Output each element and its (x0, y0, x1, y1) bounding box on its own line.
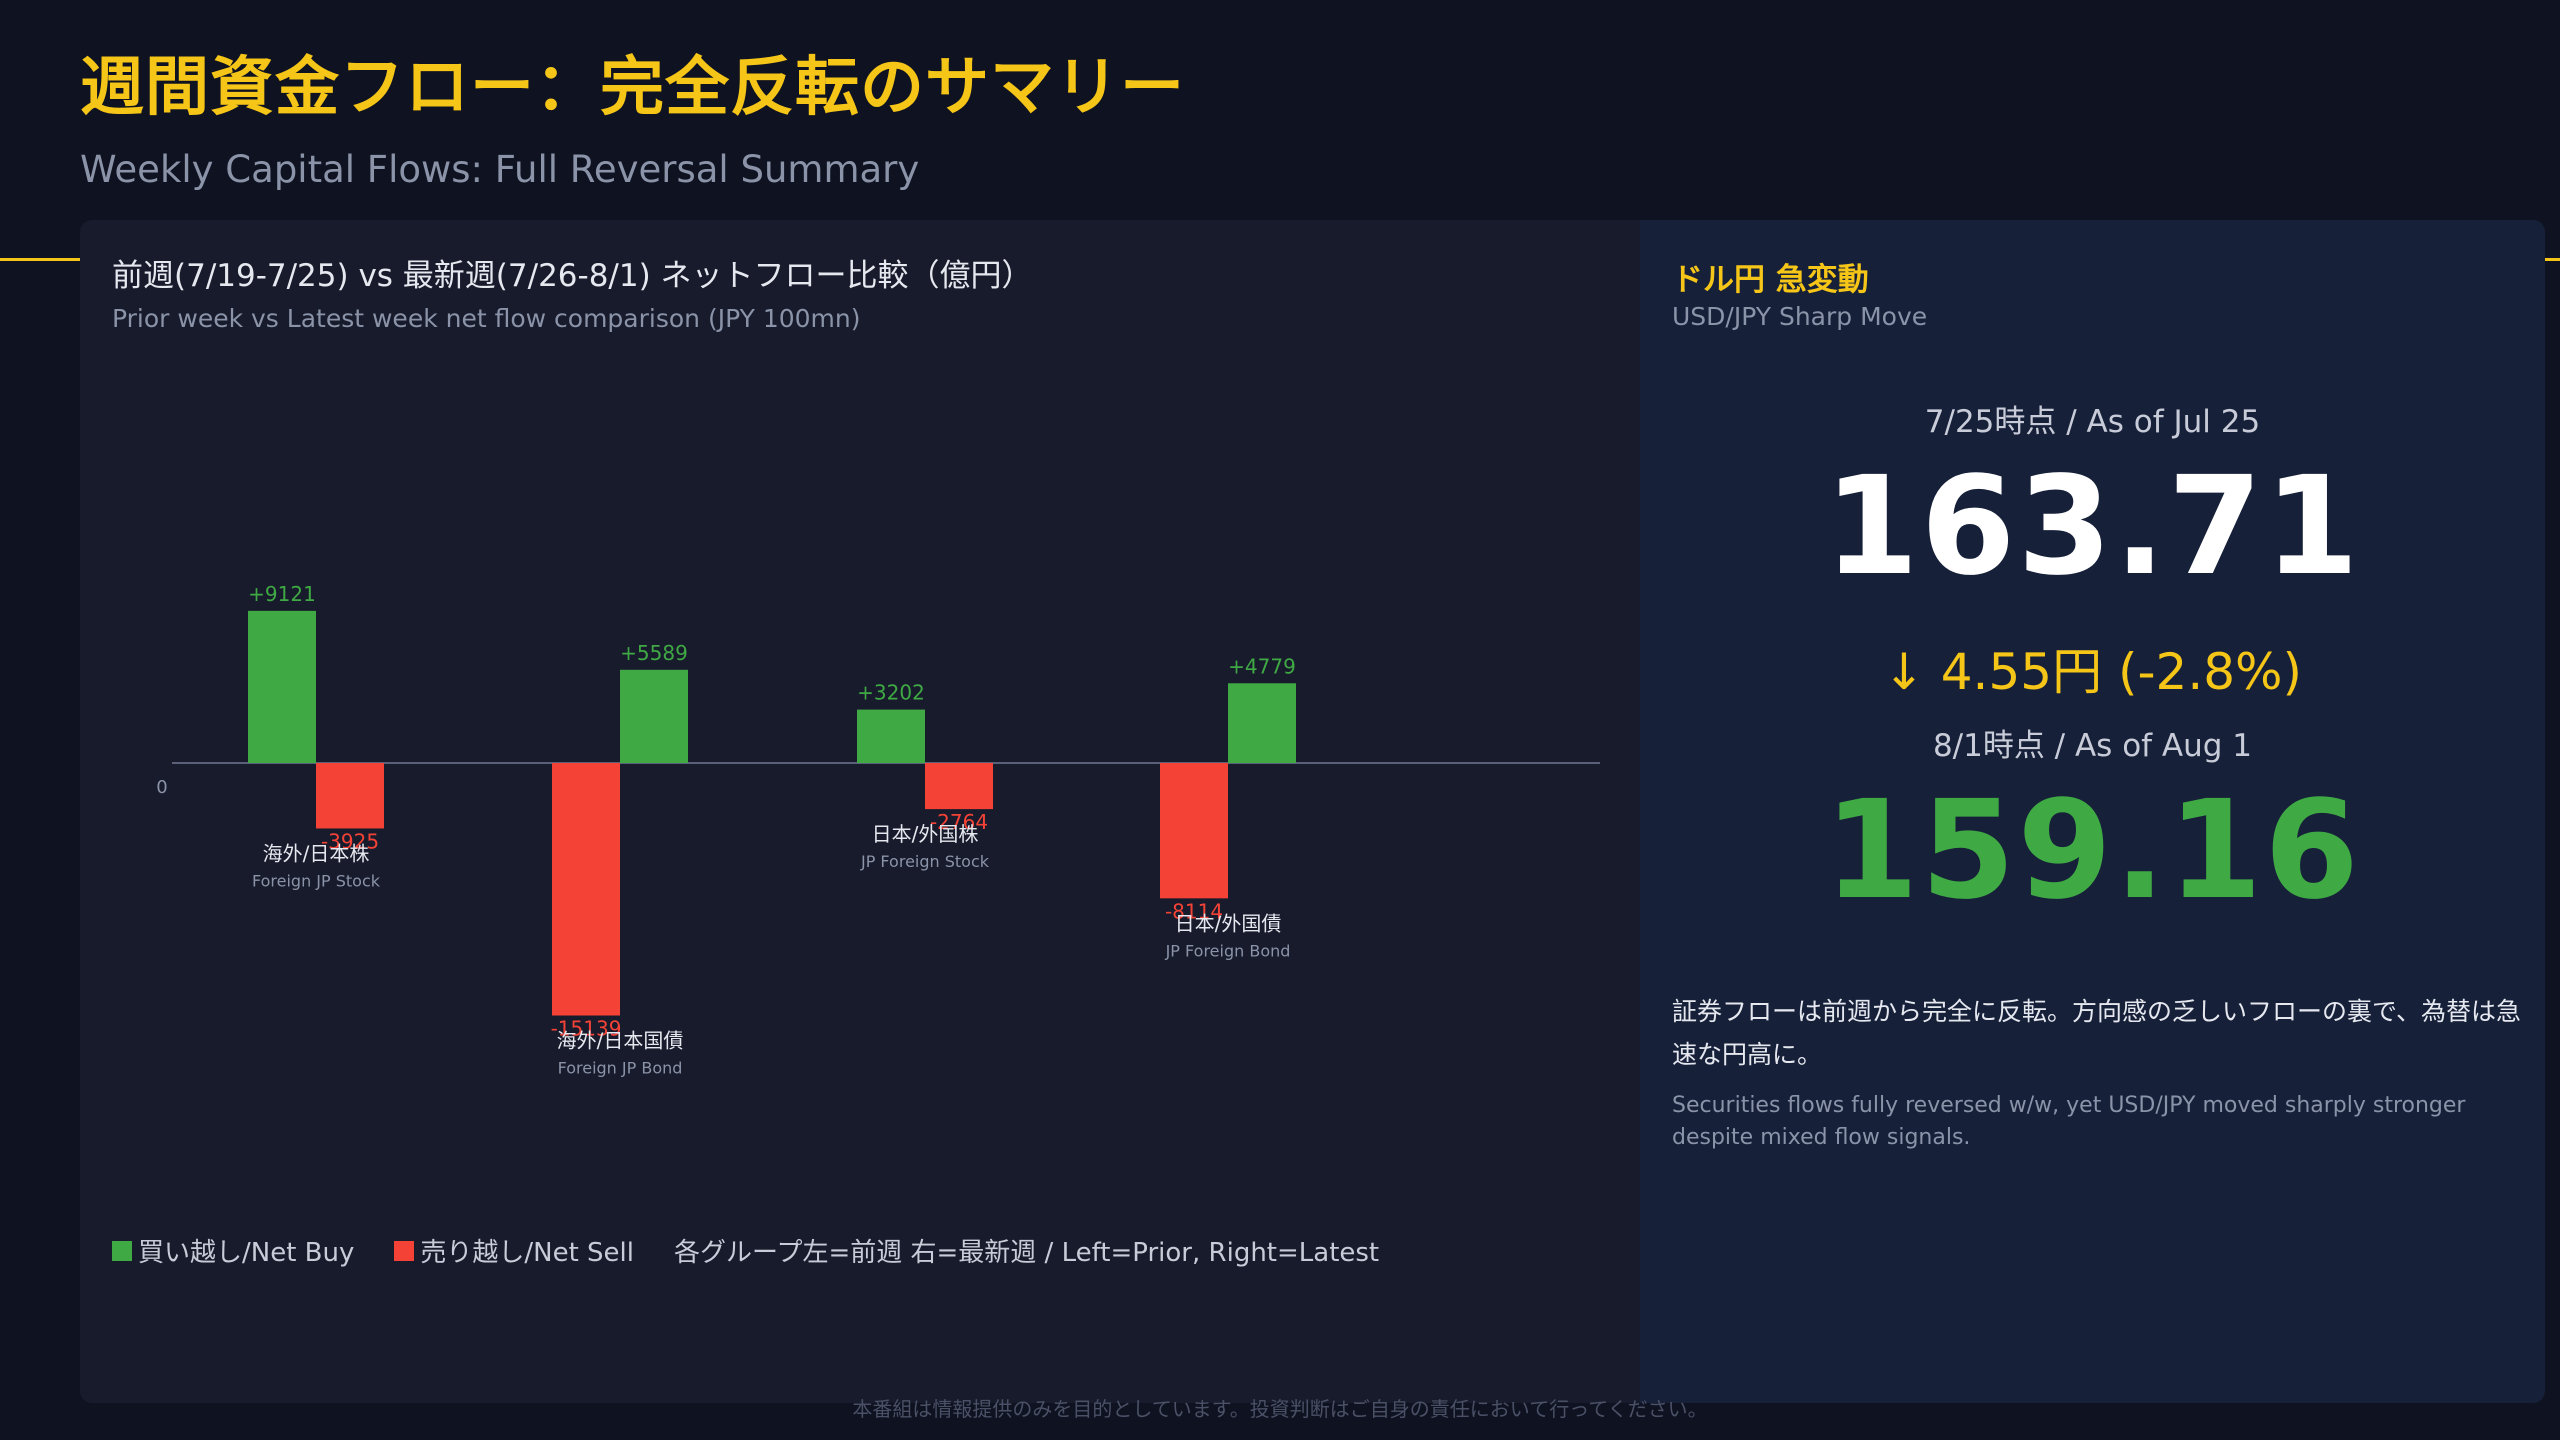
category-label-ja-0: 海外/日本株 (263, 841, 370, 865)
category-label-en-3: JP Foreign Bond (1165, 941, 1291, 960)
data-label-prior-3: -8114 (1165, 899, 1223, 923)
bar-prior-1 (552, 763, 620, 1016)
legend-note: 各グループ左=前週 右=最新週 / Left=Prior, Right=Late… (674, 1232, 1379, 1269)
page-title: 週間資金フロー：完全反転のサマリー (80, 51, 1185, 125)
zero-tick-label: 0 (156, 777, 167, 798)
category-label-en-1: Foreign JP Bond (558, 1059, 683, 1078)
usdjpy-title: ドル円 急変動 (1672, 262, 1869, 298)
chart-subtitle: Prior week vs Latest week net flow compa… (112, 304, 861, 333)
legend-item-buy: 買い越し/Net Buy (112, 1232, 354, 1269)
description-ja: 証券フローは前週から完全に反転。方向感の乏しいフローの裏で、為替は急速な円高に。 (1672, 997, 2522, 1069)
legend-label-sell: 売り越し/Net Sell (420, 1238, 634, 1268)
bar-prior-3 (1160, 763, 1228, 899)
data-label-latest-3: +4779 (1228, 654, 1296, 678)
usdjpy-subtitle: USD/JPY Sharp Move (1672, 302, 1928, 331)
bar-latest-2 (925, 763, 993, 810)
category-label-ja-2: 日本/外国株 (872, 822, 979, 846)
data-label-prior-1: -15139 (551, 1017, 622, 1041)
data-label-latest-0: -3925 (321, 829, 379, 853)
bar-prior-0 (248, 610, 316, 763)
legend-label-buy: 買い越し/Net Buy (138, 1238, 355, 1268)
rate-prior-value: 163.71 (1824, 448, 2361, 606)
bar-latest-3 (1228, 683, 1296, 763)
disclaimer-footer: 本番組は情報提供のみを目的としています。投資判断はご自身の責任において行ってくだ… (852, 1397, 1708, 1421)
chart-title: 前週(7/19-7/25) vs 最新週(7/26-8/1) ネットフロー比較（… (112, 258, 1033, 294)
accent-divider-left (0, 258, 80, 261)
data-label-latest-2: -2764 (930, 810, 988, 834)
rate-change: ↓ 4.55円 (-2.8%) (1882, 643, 2303, 701)
chart-legend: 買い越し/Net Buy 売り越し/Net Sell 各グループ左=前週 右=最… (112, 1232, 1419, 1269)
data-label-prior-0: +9121 (248, 582, 316, 606)
bar-prior-2 (857, 709, 925, 763)
description-en: Securities flows fully reversed w/w, yet… (1672, 1093, 2466, 1150)
asof-latest-label: 8/1時点 / As of Aug 1 (1932, 728, 2253, 764)
accent-divider-right (2540, 258, 2560, 261)
usdjpy-panel: ドル円 急変動 USD/JPY Sharp Move 7/25時点 / As o… (1640, 220, 2545, 1403)
category-label-ja-3: 日本/外国債 (1175, 911, 1282, 935)
legend-note-text: 各グループ左=前週 右=最新週 / Left=Prior, Right=Late… (674, 1238, 1380, 1268)
legend-item-sell: 売り越し/Net Sell (394, 1232, 634, 1269)
bar-latest-1 (620, 669, 688, 763)
bar-latest-0 (316, 763, 384, 829)
rate-latest-value: 159.16 (1824, 772, 2361, 930)
flow-chart-panel: 前週(7/19-7/25) vs 最新週(7/26-8/1) ネットフロー比較（… (80, 220, 1640, 1403)
legend-swatch-buy (112, 1240, 132, 1261)
category-label-en-2: JP Foreign Stock (860, 852, 990, 871)
legend-swatch-sell (394, 1240, 415, 1261)
asof-prior-label: 7/25時点 / As of Jul 25 (1924, 404, 2261, 440)
page-subtitle: Weekly Capital Flows: Full Reversal Summ… (80, 148, 920, 191)
data-label-prior-2: +3202 (857, 681, 925, 705)
data-label-latest-1: +5589 (620, 641, 688, 665)
category-label-ja-1: 海外/日本国債 (557, 1029, 684, 1053)
category-label-en-0: Foreign JP Stock (252, 871, 381, 890)
